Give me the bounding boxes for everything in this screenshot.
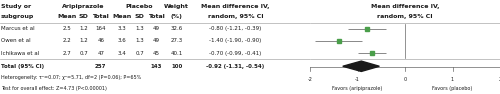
- Text: 45: 45: [153, 51, 160, 56]
- Text: random, 95% CI: random, 95% CI: [208, 14, 264, 19]
- Text: 1.2: 1.2: [80, 38, 88, 43]
- Text: -1: -1: [355, 77, 360, 82]
- Text: Mean difference IV,: Mean difference IV,: [371, 4, 440, 9]
- Text: 49: 49: [153, 26, 160, 31]
- Text: 27.3: 27.3: [170, 38, 183, 43]
- Text: Mean: Mean: [113, 14, 132, 19]
- Text: 143: 143: [151, 64, 162, 69]
- Text: 3.4: 3.4: [118, 51, 127, 56]
- Text: 0.7: 0.7: [80, 51, 88, 56]
- Text: subgroup: subgroup: [0, 14, 34, 19]
- Text: Placebo: Placebo: [126, 4, 153, 9]
- Text: -0.92 (-1.31, -0.54): -0.92 (-1.31, -0.54): [206, 64, 264, 69]
- Text: SD: SD: [134, 14, 144, 19]
- Text: 47: 47: [97, 51, 104, 56]
- Text: 1.3: 1.3: [135, 38, 144, 43]
- Text: 257: 257: [95, 64, 106, 69]
- Text: Total: Total: [148, 14, 165, 19]
- Text: Favors (placebo): Favors (placebo): [432, 86, 472, 91]
- Text: 2: 2: [498, 77, 500, 82]
- Text: Ichikawa et al: Ichikawa et al: [0, 51, 39, 56]
- Text: Test for overall effect: Z=4.73 (P<0.00001): Test for overall effect: Z=4.73 (P<0.000…: [0, 86, 106, 91]
- Text: Study or: Study or: [0, 4, 30, 9]
- Text: random, 95% CI: random, 95% CI: [377, 14, 433, 19]
- Text: Mean: Mean: [57, 14, 76, 19]
- Text: Mean difference IV,: Mean difference IV,: [202, 4, 270, 9]
- Text: 49: 49: [153, 38, 160, 43]
- Text: Marcus et al: Marcus et al: [0, 26, 34, 31]
- Text: SD: SD: [79, 14, 88, 19]
- Text: Heterogeneity: τ²=0.07; χ²=5.71, df=2 (P=0.06); P=65%: Heterogeneity: τ²=0.07; χ²=5.71, df=2 (P…: [0, 75, 141, 80]
- Text: 2.2: 2.2: [62, 38, 71, 43]
- Text: 32.6: 32.6: [170, 26, 183, 31]
- Text: -1.40 (-1.90, -0.90): -1.40 (-1.90, -0.90): [210, 38, 262, 43]
- Text: 2.7: 2.7: [62, 51, 71, 56]
- Text: (%): (%): [171, 14, 182, 19]
- Text: -0.70 (-0.99, -0.41): -0.70 (-0.99, -0.41): [210, 51, 262, 56]
- Text: Total (95% CI): Total (95% CI): [0, 64, 44, 69]
- Text: Favors (aripiprazole): Favors (aripiprazole): [332, 86, 382, 91]
- Text: -0.80 (-1.21, -0.39): -0.80 (-1.21, -0.39): [210, 26, 262, 31]
- Text: 1.2: 1.2: [80, 26, 88, 31]
- Text: 2.5: 2.5: [62, 26, 71, 31]
- Text: Total: Total: [92, 14, 109, 19]
- Text: 164: 164: [96, 26, 106, 31]
- Text: 40.1: 40.1: [170, 51, 183, 56]
- Text: 46: 46: [97, 38, 104, 43]
- Text: Aripiprazole: Aripiprazole: [62, 4, 105, 9]
- Text: 3.6: 3.6: [118, 38, 127, 43]
- Polygon shape: [343, 61, 380, 71]
- Text: 0: 0: [404, 77, 406, 82]
- Text: Owen et al: Owen et al: [0, 38, 30, 43]
- Text: 1: 1: [451, 77, 454, 82]
- Text: 0.7: 0.7: [135, 51, 144, 56]
- Text: Weight: Weight: [164, 4, 189, 9]
- Text: 1.3: 1.3: [135, 26, 144, 31]
- Text: -2: -2: [308, 77, 312, 82]
- Text: 100: 100: [171, 64, 182, 69]
- Text: 3.3: 3.3: [118, 26, 127, 31]
